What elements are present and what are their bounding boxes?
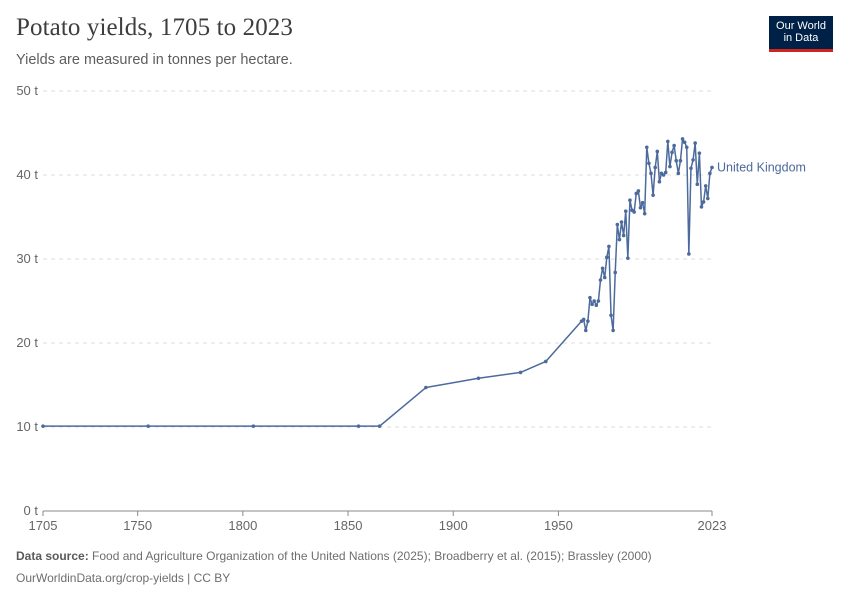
data-point	[588, 295, 592, 300]
data-point	[657, 179, 662, 184]
data-point	[607, 244, 611, 249]
data-point	[697, 151, 702, 155]
data-point	[617, 237, 622, 242]
data-point	[672, 143, 676, 148]
data-point	[640, 200, 645, 205]
data-point	[691, 158, 695, 162]
data-point	[653, 165, 657, 170]
x-tick-label: 1950	[544, 518, 573, 533]
data-point	[705, 196, 710, 201]
data-point	[682, 140, 687, 145]
data-point	[689, 166, 693, 171]
data-point	[655, 149, 660, 154]
data-point	[596, 299, 601, 303]
data-point	[581, 317, 586, 322]
owid-logo[interactable]: Our World in Data	[769, 16, 833, 52]
data-point	[678, 158, 683, 163]
data-point	[628, 198, 632, 202]
data-point	[611, 328, 615, 333]
data-point	[708, 171, 712, 176]
data-point	[605, 255, 609, 260]
logo-line-1: Our World	[776, 20, 826, 32]
data-point	[590, 302, 594, 307]
data-point	[583, 328, 588, 333]
data-point	[670, 150, 674, 155]
data-point	[703, 184, 708, 188]
y-tick-label: 30 t	[16, 251, 38, 266]
data-point	[626, 256, 630, 260]
data-point	[710, 165, 714, 170]
data-point	[518, 370, 523, 375]
data-point	[674, 158, 679, 163]
data-point	[377, 424, 382, 428]
data-point	[636, 189, 641, 193]
data-point	[600, 266, 605, 271]
data-point	[424, 385, 428, 390]
data-point	[146, 424, 150, 428]
data-point	[666, 139, 670, 144]
logo-line-2: in Data	[783, 32, 819, 44]
data-point	[642, 211, 647, 216]
gridlines	[43, 90, 712, 428]
data-point	[356, 424, 361, 428]
x-tick-label: 1800	[228, 518, 257, 533]
series-label: United Kingdom	[717, 160, 806, 174]
data-point	[638, 205, 643, 210]
data-point	[632, 210, 636, 214]
data-point	[701, 200, 706, 204]
data-point	[695, 182, 700, 187]
data-point	[687, 252, 691, 256]
x-tick-label: 1705	[29, 518, 58, 533]
data-source-text: Food and Agriculture Organization of the…	[92, 549, 652, 563]
data-point	[586, 319, 590, 323]
data-point	[592, 299, 596, 303]
data-point	[676, 171, 681, 176]
chart-subtitle: Yields are measured in tonnes per hectar…	[16, 52, 293, 68]
data-point	[684, 145, 689, 150]
data-point	[615, 222, 620, 227]
data-point	[699, 205, 704, 209]
data-point	[594, 303, 599, 308]
data-point	[680, 137, 685, 141]
data-point	[602, 275, 607, 280]
data-point	[634, 191, 639, 196]
license-link[interactable]: OurWorldinData.org/crop-yields | CC BY	[16, 571, 231, 585]
x-tick-label: 1850	[334, 518, 363, 533]
data-source-label: Data source:	[16, 549, 89, 563]
x-tick-label: 2023	[698, 518, 727, 533]
data-point	[476, 376, 481, 381]
x-tick-label: 1750	[123, 518, 152, 533]
data-point	[647, 161, 651, 166]
data-point	[649, 171, 653, 176]
y-tick-label: 10 t	[16, 419, 38, 434]
data-point	[609, 313, 613, 318]
data-point	[41, 424, 45, 428]
data-point	[251, 424, 256, 428]
data-point	[598, 278, 603, 282]
data-point	[644, 145, 649, 150]
chart-title: Potato yields, 1705 to 2023	[16, 14, 294, 41]
axes: 0 t 10 t 20 t 30 t 40 t 50 t 1705 1750 1800 1850 1…	[16, 83, 726, 533]
data-point	[621, 233, 626, 238]
data-point	[619, 220, 624, 224]
y-tick-label: 50 t	[16, 83, 38, 98]
data-point	[544, 359, 548, 364]
y-tick-label: 20 t	[16, 335, 38, 350]
x-tick-label: 1900	[439, 518, 468, 533]
y-tick-label: 40 t	[16, 167, 38, 182]
data-point	[613, 270, 618, 275]
data-point	[668, 164, 672, 169]
series-line	[43, 138, 713, 427]
data-source-note: Data source: Food and Agriculture Organi…	[16, 549, 652, 563]
series-layer: United Kingdom	[41, 137, 806, 428]
y-tick-label: 0 t	[24, 503, 39, 518]
data-point	[663, 170, 668, 175]
data-point	[623, 209, 628, 213]
data-point	[693, 141, 697, 145]
data-point	[661, 173, 666, 177]
data-point	[651, 193, 655, 197]
